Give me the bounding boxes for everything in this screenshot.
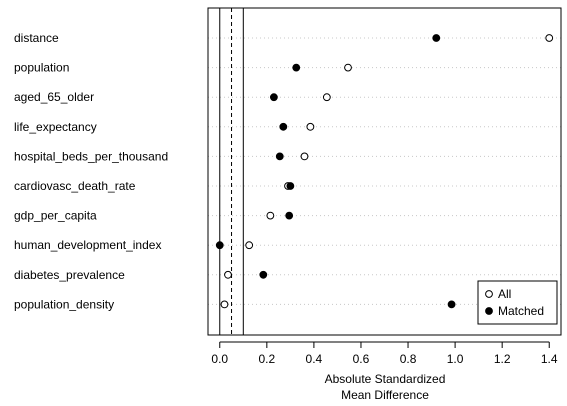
data-points <box>215 34 554 309</box>
category-labels: distance population aged_65_older life_expe… <box>14 31 168 311</box>
x-tick-label-3: 0.6 <box>353 352 370 366</box>
point-all-distance <box>545 34 554 42</box>
point-all-life_expectancy <box>306 122 315 131</box>
category-label-distance: distance <box>14 31 59 45</box>
point-matched-cardiovasc_death_rate <box>286 182 295 190</box>
x-axis-title-line-1: Absolute Standardized <box>325 372 446 386</box>
point-all-diabetes_prevalence <box>224 270 232 279</box>
x-tick-label-2: 0.4 <box>306 352 323 366</box>
point-matched-human_development_index <box>215 241 224 250</box>
category-label-aged_65_older: aged_65_older <box>14 90 94 104</box>
category-label-hospital_beds_per_thousand: hospital_beds_per_thousand <box>14 149 168 163</box>
point-all-hospital_beds_per_thousand <box>300 152 309 161</box>
legend-box <box>477 280 558 325</box>
x-tick-label-4: 0.8 <box>400 352 417 366</box>
row-guides <box>208 37 561 305</box>
x-tick-label-1: 0.2 <box>258 352 275 366</box>
category-label-diabetes_prevalence: diabetes_prevalence <box>14 268 125 282</box>
point-matched-distance <box>432 34 441 42</box>
category-label-population_density: population_density <box>14 297 114 311</box>
point-all-human_development_index <box>245 241 254 250</box>
point-all-population_density <box>220 300 229 309</box>
reference-lines <box>219 8 244 335</box>
legend: All Matched <box>477 280 558 325</box>
legend-matched-label: Matched <box>498 304 544 318</box>
x-tick-label-7: 1.4 <box>541 352 558 366</box>
point-all-aged_65_older <box>322 93 331 102</box>
legend-all-marker <box>485 290 493 298</box>
point-matched-population_density <box>447 300 456 309</box>
category-label-human_development_index: human_development_index <box>14 238 161 252</box>
category-label-gdp_per_capita: gdp_per_capita <box>14 209 97 223</box>
legend-all-label: All <box>498 287 511 301</box>
point-matched-diabetes_prevalence <box>259 270 268 279</box>
x-tick-label-6: 1.2 <box>494 352 511 366</box>
point-matched-gdp_per_capita <box>285 211 294 220</box>
point-matched-population <box>292 63 301 72</box>
point-all-gdp_per_capita <box>266 211 275 220</box>
x-tick-label-0: 0.0 <box>211 352 228 366</box>
plot-frame <box>207 7 562 336</box>
category-label-population: population <box>14 61 69 75</box>
point-matched-aged_65_older <box>269 93 278 102</box>
x-axis-title-line-2: Mean Difference <box>341 388 429 402</box>
legend-matched-marker <box>485 307 493 315</box>
point-matched-life_expectancy <box>279 122 288 131</box>
point-all-population <box>344 63 352 72</box>
x-axis: 0.0 0.2 0.4 0.6 0.8 1.0 1.2 1.4 <box>211 341 558 366</box>
point-matched-hospital_beds_per_thousand <box>275 152 284 161</box>
x-tick-label-5: 1.0 <box>447 352 464 366</box>
category-label-cardiovasc_death_rate: cardiovasc_death_rate <box>14 179 136 193</box>
category-label-life_expectancy: life_expectancy <box>14 120 97 134</box>
